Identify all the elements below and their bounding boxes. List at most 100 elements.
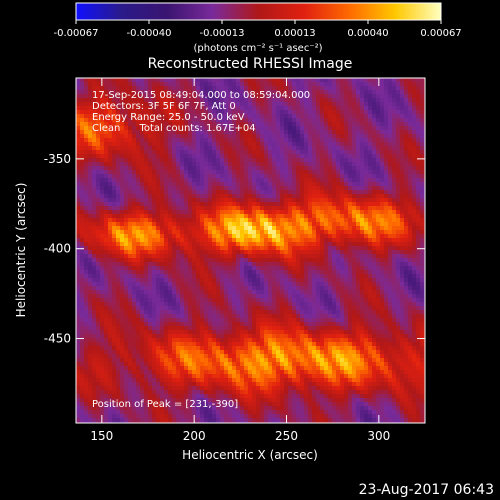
heatmap-cell <box>412 226 416 230</box>
heatmap-cell <box>336 234 340 238</box>
heatmap-cell <box>368 94 372 98</box>
heatmap-cell <box>260 126 264 130</box>
heatmap-cell <box>376 150 380 154</box>
heatmap-cell <box>368 78 372 82</box>
heatmap-cell <box>88 262 92 266</box>
heatmap-cell <box>232 258 236 262</box>
heatmap-cell <box>376 258 380 262</box>
heatmap-cell <box>228 90 232 94</box>
heatmap-cell <box>160 138 164 142</box>
heatmap-cell <box>328 262 332 266</box>
heatmap-cell <box>280 98 284 102</box>
heatmap-cell <box>404 298 408 302</box>
heatmap-cell <box>372 206 376 210</box>
heatmap-cell <box>80 274 84 278</box>
heatmap-cell <box>192 126 196 130</box>
heatmap-cell <box>244 82 248 86</box>
heatmap-cell <box>164 254 168 258</box>
heatmap-cell <box>172 210 176 214</box>
heatmap-cell <box>404 94 408 98</box>
heatmap-cell <box>332 166 336 170</box>
heatmap-cell <box>296 194 300 198</box>
heatmap-cell <box>244 294 248 298</box>
heatmap-cell <box>136 86 140 90</box>
heatmap-cell <box>304 254 308 258</box>
heatmap-cell <box>368 134 372 138</box>
heatmap-cell <box>248 142 252 146</box>
heatmap-cell <box>212 226 216 230</box>
heatmap-cell <box>92 222 96 226</box>
heatmap-cell <box>180 290 184 294</box>
heatmap-cell <box>208 266 212 270</box>
heatmap-cell <box>216 274 220 278</box>
heatmap-cell <box>396 230 400 234</box>
heatmap-cell <box>336 242 340 246</box>
heatmap-cell <box>140 218 144 222</box>
heatmap-cell <box>108 90 112 94</box>
heatmap-cell <box>172 258 176 262</box>
heatmap-cell <box>268 278 272 282</box>
heatmap-cell <box>216 114 220 118</box>
heatmap-cell <box>292 114 296 118</box>
heatmap-cell <box>416 138 420 142</box>
heatmap-cell <box>368 190 372 194</box>
heatmap-cell <box>200 278 204 282</box>
heatmap-cell <box>104 254 108 258</box>
heatmap-cell <box>80 154 84 158</box>
heatmap-cell <box>92 218 96 222</box>
heatmap-cell <box>336 150 340 154</box>
heatmap-cell <box>204 198 208 202</box>
heatmap-cell <box>200 286 204 290</box>
heatmap-cell <box>144 270 148 274</box>
heatmap-cell <box>396 158 400 162</box>
heatmap-cell <box>116 138 120 142</box>
heatmap-cell <box>392 182 396 186</box>
heatmap-cell <box>320 266 324 270</box>
heatmap-cell <box>380 250 384 254</box>
heatmap-cell <box>104 138 108 142</box>
heatmap-cell <box>140 206 144 210</box>
heatmap-cell <box>344 246 348 250</box>
heatmap-cell <box>216 106 220 110</box>
heatmap-cell <box>408 266 412 270</box>
heatmap-cell <box>160 206 164 210</box>
heatmap-cell <box>384 258 388 262</box>
heatmap-cell <box>200 282 204 286</box>
heatmap-cell <box>356 186 360 190</box>
heatmap-cell <box>116 258 120 262</box>
heatmap-cell <box>420 194 424 198</box>
heatmap-cell <box>420 86 424 90</box>
heatmap-cell <box>156 246 160 250</box>
heatmap-cell <box>208 250 212 254</box>
heatmap-cell <box>336 158 340 162</box>
heatmap-cell <box>148 210 152 214</box>
heatmap-cell <box>228 138 232 142</box>
heatmap-cell <box>184 286 188 290</box>
heatmap-cell <box>368 266 372 270</box>
heatmap-cell <box>420 206 424 210</box>
heatmap-cell <box>312 226 316 230</box>
heatmap-cell <box>92 302 96 306</box>
heatmap-cell <box>184 270 188 274</box>
heatmap-cell <box>376 238 380 242</box>
heatmap-cell <box>92 198 96 202</box>
heatmap-cell <box>272 194 276 198</box>
heatmap-cell <box>244 210 248 214</box>
heatmap-cell <box>376 278 380 282</box>
heatmap-cell <box>240 246 244 250</box>
heatmap-cell <box>340 90 344 94</box>
heatmap-cell <box>104 186 108 190</box>
heatmap-cell <box>268 170 272 174</box>
heatmap-cell <box>144 250 148 254</box>
heatmap-cell <box>212 102 216 106</box>
heatmap-cell <box>196 130 200 134</box>
heatmap-cell <box>368 158 372 162</box>
heatmap-cell <box>396 194 400 198</box>
heatmap-cell <box>192 262 196 266</box>
heatmap-cell <box>188 90 192 94</box>
heatmap-cell <box>292 194 296 198</box>
heatmap-cell <box>340 218 344 222</box>
heatmap-cell <box>280 294 284 298</box>
heatmap-cell <box>420 202 424 206</box>
heatmap-cell <box>356 182 360 186</box>
